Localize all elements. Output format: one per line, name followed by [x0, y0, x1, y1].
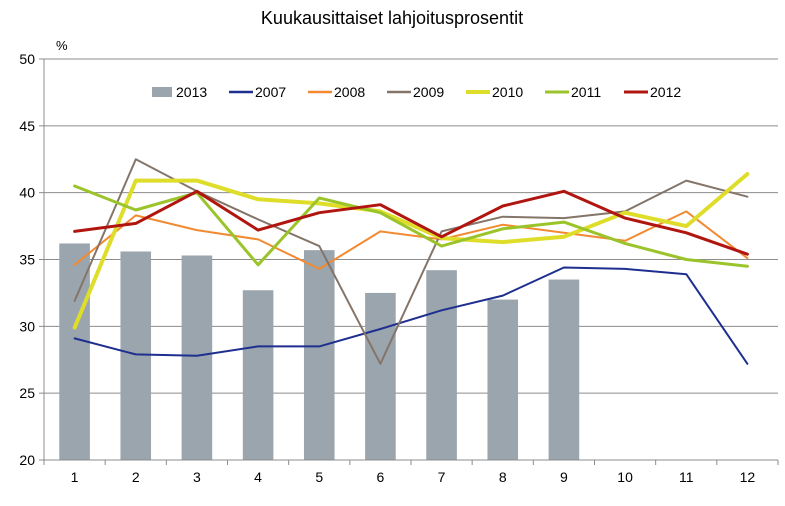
x-tick-label: 9	[560, 469, 568, 485]
y-tick-label: 25	[19, 385, 35, 401]
bar	[181, 255, 213, 460]
y-tick-label: 50	[19, 51, 35, 67]
x-tick-label: 12	[740, 469, 756, 485]
y-tick-label: 30	[19, 318, 35, 334]
x-tick-label: 8	[499, 469, 507, 485]
series-line	[73, 189, 749, 256]
y-tick-label: 40	[19, 185, 35, 201]
x-tick-label: 10	[617, 469, 633, 485]
legend-label: 2013	[176, 84, 207, 100]
bar	[242, 290, 274, 460]
chart-title: Kuukausittaiset lahjoitusprosentit	[261, 8, 523, 28]
bar-series	[59, 243, 580, 460]
x-tick-label: 11	[679, 469, 694, 485]
y-tick-label: 20	[19, 452, 35, 468]
series-line	[73, 158, 749, 365]
y-tick-label: 35	[19, 252, 35, 268]
legend: 2013 2007 2008 2009 2010 2011 2012	[152, 84, 681, 100]
legend-label: 2011	[571, 84, 601, 100]
series-line	[73, 266, 749, 365]
legend-label: 2009	[413, 84, 444, 100]
line-series-group	[72, 158, 750, 365]
y-tick-label: 45	[19, 118, 35, 134]
x-tick-label: 6	[377, 469, 385, 485]
bar	[120, 251, 152, 460]
x-tick-label: 1	[71, 469, 79, 485]
legend-label: 2010	[492, 84, 523, 100]
x-tick-label: 4	[254, 469, 262, 485]
legend-swatch	[152, 87, 172, 97]
x-tick-label: 3	[193, 469, 201, 485]
x-tick-label: 5	[315, 469, 323, 485]
bar	[487, 299, 519, 460]
grid	[44, 58, 778, 394]
legend-label: 2007	[255, 84, 286, 100]
y-axis-unit: %	[56, 38, 68, 53]
bar	[548, 279, 580, 460]
bar	[365, 292, 396, 460]
x-tick-label: 2	[132, 469, 140, 485]
series-line	[72, 172, 750, 330]
legend-label: 2008	[334, 84, 365, 100]
x-tick-label: 7	[438, 469, 446, 485]
series-line	[73, 210, 749, 270]
legend-label: 2012	[650, 84, 681, 100]
bar	[303, 250, 335, 460]
bar	[426, 270, 457, 460]
